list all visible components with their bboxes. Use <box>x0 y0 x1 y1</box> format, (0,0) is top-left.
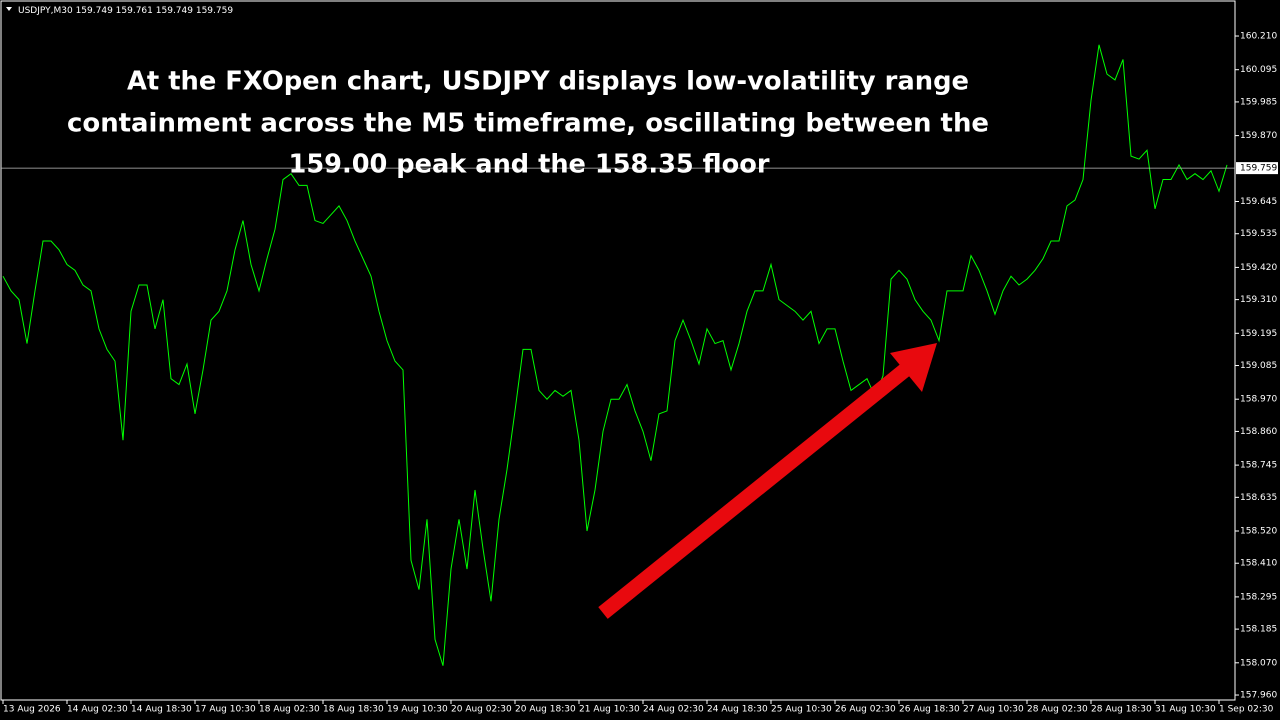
x-tick-label: 14 Aug 02:30 <box>67 705 128 715</box>
price-line <box>2 44 1228 666</box>
x-tick-label: 28 Aug 02:30 <box>1027 705 1088 715</box>
y-tick-label: 158.295 <box>1240 592 1277 602</box>
x-tick-label: 20 Aug 18:30 <box>515 705 576 715</box>
x-tick-label: 18 Aug 02:30 <box>259 705 320 715</box>
y-tick-label: 159.085 <box>1240 361 1277 371</box>
x-tick-label: 19 Aug 10:30 <box>387 705 448 715</box>
y-tick-label: 159.535 <box>1240 229 1277 239</box>
x-tick-label: 1 Sep 02:30 <box>1219 705 1274 715</box>
y-tick-label: 159.645 <box>1240 197 1277 207</box>
x-tick-label: 17 Aug 10:30 <box>195 705 256 715</box>
x-tick-label: 26 Aug 18:30 <box>899 705 960 715</box>
close: 159.759 <box>196 6 233 16</box>
header: USDJPY,M30 159.749 159.761 159.749 159.7… <box>18 6 233 16</box>
y-tick-label: 158.520 <box>1240 527 1277 537</box>
x-tick-label: 14 Aug 18:30 <box>131 705 192 715</box>
y-tick-label: 159.870 <box>1240 131 1277 141</box>
high: 159.761 <box>116 6 153 16</box>
low: 159.749 <box>156 6 193 16</box>
y-tick-label: 158.860 <box>1240 427 1277 437</box>
current-price-box <box>1236 162 1278 175</box>
y-tick-label: 158.745 <box>1240 461 1277 471</box>
x-tick-label: 25 Aug 10:30 <box>771 705 832 715</box>
annotation-line: containment across the M5 timeframe, osc… <box>67 109 989 139</box>
arrow <box>598 343 937 619</box>
annotation-line: At the FXOpen chart, USDJPY displays low… <box>127 67 969 97</box>
x-tick-label: 28 Aug 18:30 <box>1091 705 1152 715</box>
annotation-line: 159.00 peak and the 158.35 floor <box>289 150 770 180</box>
y-tick-label: 158.410 <box>1240 559 1277 569</box>
plot: 160.210 160.095 159.985 159.870 159.645 159.5… <box>1 32 1278 715</box>
y-tick-label: 159.420 <box>1240 263 1277 273</box>
y-tick-label: 158.185 <box>1240 625 1277 635</box>
x-tick-label: 26 Aug 02:30 <box>835 705 896 715</box>
x-tick-label: 24 Aug 02:30 <box>643 705 704 715</box>
symbol: USDJPY,M30 <box>18 6 73 16</box>
current-price-label: 159.759 <box>1240 164 1277 174</box>
y-tick-label: 158.070 <box>1240 658 1277 668</box>
arrow-shaft <box>598 364 910 619</box>
y-tick-label: 159.985 <box>1240 97 1277 107</box>
x-tick-label: 18 Aug 18:30 <box>323 705 384 715</box>
menu-triangle <box>6 7 12 11</box>
open: 159.749 <box>76 6 113 16</box>
y-tick-label: 157.960 <box>1240 691 1277 701</box>
x-tick-label: 27 Aug 10:30 <box>963 705 1024 715</box>
x-tick-label: 13 Aug 2026 <box>3 705 61 715</box>
x-tick-label: 20 Aug 02:30 <box>451 705 512 715</box>
y-tick-label: 158.970 <box>1240 395 1277 405</box>
x-tick-label: 24 Aug 18:30 <box>707 705 768 715</box>
y-tick-label: 159.310 <box>1240 295 1277 305</box>
y-tick-label: 159.195 <box>1240 329 1277 339</box>
x-tick-label: 21 Aug 10:30 <box>579 705 640 715</box>
y-tick-label: 160.095 <box>1240 65 1277 75</box>
x-tick-label: 31 Aug 10:30 <box>1155 705 1216 715</box>
y-tick-label: 158.635 <box>1240 493 1277 503</box>
plot-frame <box>0 0 1236 701</box>
arrow-head <box>890 343 937 392</box>
y-tick-label: 160.210 <box>1240 32 1277 42</box>
